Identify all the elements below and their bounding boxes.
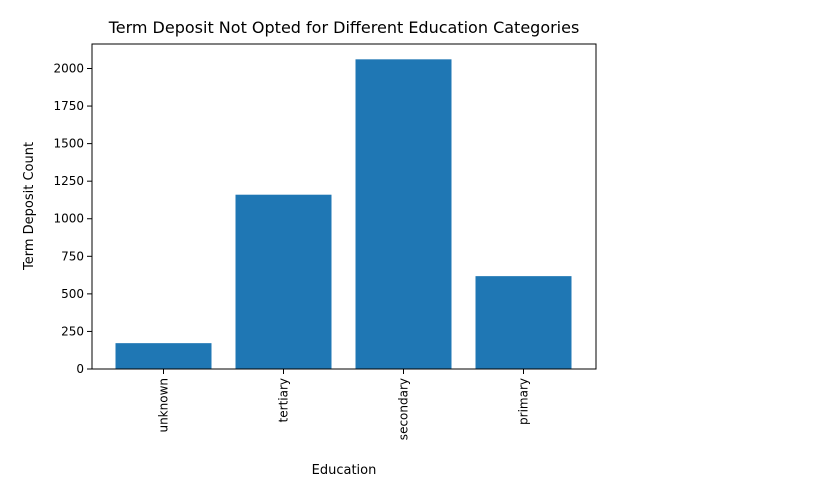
y-tick-label: 500 bbox=[61, 287, 84, 301]
x-tick-label: unknown bbox=[157, 378, 171, 433]
y-tick-label: 1250 bbox=[53, 174, 84, 188]
bar-secondary bbox=[355, 59, 452, 370]
y-tick-label: 1000 bbox=[53, 212, 84, 226]
x-tick-label: primary bbox=[517, 378, 531, 425]
x-axis-label: Education bbox=[312, 463, 377, 478]
y-tick-label: 750 bbox=[61, 249, 84, 263]
y-tick-label: 1750 bbox=[53, 99, 84, 113]
y-axis-label: Term Deposit Count bbox=[22, 142, 37, 271]
y-tick-label: 1500 bbox=[53, 137, 84, 151]
x-tick-label: secondary bbox=[397, 378, 411, 440]
plot-frame bbox=[91, 43, 597, 370]
y-tick-label: 250 bbox=[61, 324, 84, 338]
bar-tertiary bbox=[235, 194, 332, 369]
x-tick-label: tertiary bbox=[277, 378, 291, 422]
y-tick-label: 0 bbox=[76, 362, 84, 376]
y-axis: 0 250 500 750 1000 1250 1500 1750 2000 bbox=[53, 61, 92, 376]
bar-unknown bbox=[115, 343, 212, 369]
y-tick-label: 2000 bbox=[53, 61, 84, 75]
chart-title: Term Deposit Not Opted for Different Edu… bbox=[108, 18, 580, 37]
x-axis: unknown tertiary secondary primary bbox=[157, 369, 531, 440]
bar-primary bbox=[475, 276, 572, 369]
bars-group bbox=[115, 59, 572, 370]
